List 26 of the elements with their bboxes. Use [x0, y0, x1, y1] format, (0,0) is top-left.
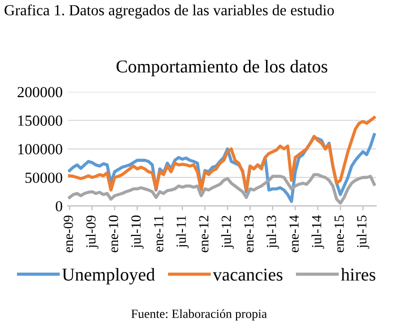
x-tick-label: ene-11: [154, 216, 164, 252]
legend-label: hires: [341, 268, 376, 281]
x-tick-label: ene-14: [289, 215, 299, 252]
x-tick-label: ene-09: [64, 216, 74, 252]
y-tick-label: 50000: [25, 172, 62, 183]
text: Grafica 1. Datos agregados de las variables de estudio: [4, 4, 334, 19]
x-tick-label: ene-10: [108, 216, 118, 252]
x-tick-label: ene-13: [244, 216, 254, 252]
source-note: Fuente: Elaboración propia: [131, 309, 267, 321]
x-tick-label: jul-10: [130, 216, 144, 249]
y-tick-label: 0: [56, 201, 62, 212]
x-tick-label: ene-12: [199, 216, 208, 252]
x-tick-label: jul-15: [356, 216, 370, 249]
chart-title: Comportamiento de los datos: [116, 60, 328, 76]
x-tick-label: jul-11: [176, 216, 189, 248]
x-tick-label: jul-09: [86, 216, 98, 249]
legend-label: Unemployed: [62, 268, 155, 284]
y-tick-label: 100000: [18, 144, 62, 154]
x-tick-label: ene-15: [334, 216, 344, 252]
x-tick-label: jul-12: [221, 216, 234, 249]
line-series: [68, 116, 376, 192]
y-tick-label: 150000: [18, 116, 62, 126]
y-tick-label: 200000: [18, 86, 62, 98]
legend-label: vacancies: [212, 268, 282, 281]
x-tick-label: jul-14: [312, 215, 324, 249]
x-tick-label: jul-13: [266, 216, 279, 249]
